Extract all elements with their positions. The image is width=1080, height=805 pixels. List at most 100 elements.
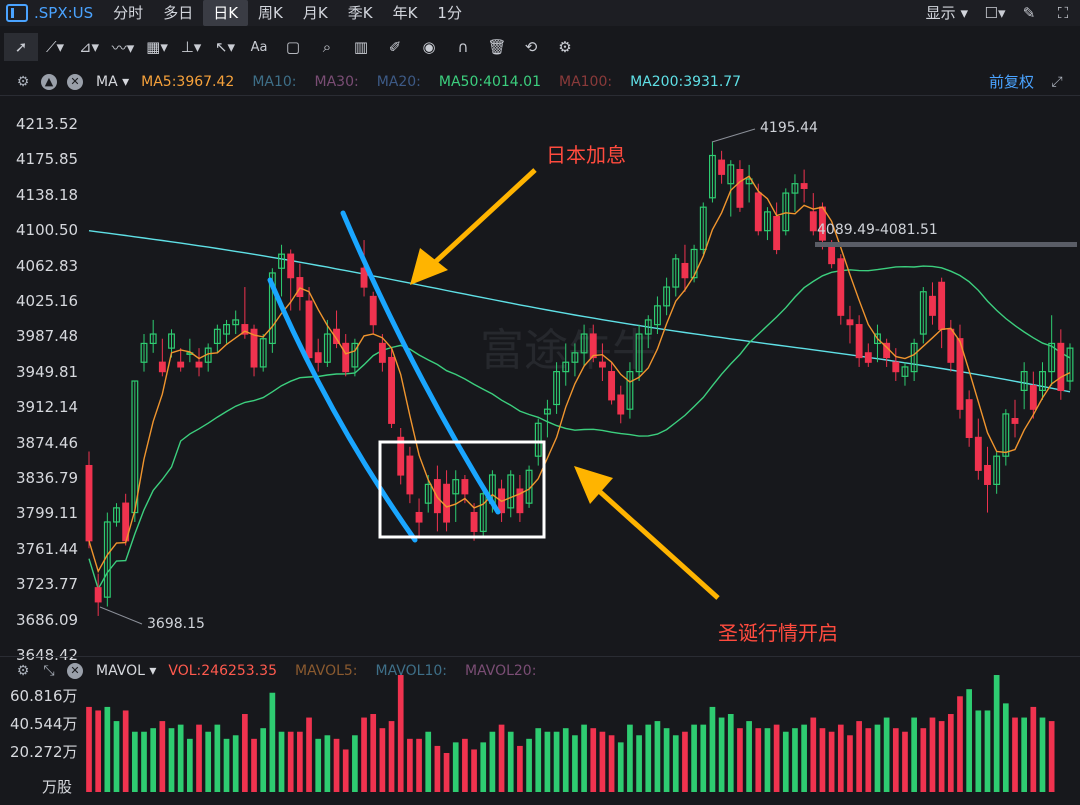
- volume-bar: [773, 724, 780, 792]
- close-icon[interactable]: ✕: [62, 662, 88, 679]
- vol-value-3: MAVOL20:: [464, 662, 537, 679]
- collapse-icon[interactable]: ▲: [36, 73, 62, 90]
- fullscreen-icon[interactable]: ⛶: [1057, 4, 1069, 22]
- price-tick-3: 4100.50: [16, 221, 79, 240]
- settings-icon[interactable]: ⚙: [558, 38, 572, 56]
- volume-bar: [361, 717, 367, 792]
- volume-bar: [883, 717, 890, 792]
- arrow-tool-icon[interactable]: ↖▾: [214, 38, 236, 56]
- cursor-icon[interactable]: ➚: [4, 33, 38, 61]
- volume-bar: [443, 753, 450, 792]
- candle-body: [461, 479, 469, 495]
- volume-tick-2: 20.272万: [10, 743, 78, 761]
- trend-line-right: [340, 210, 501, 515]
- volume-bar: [892, 728, 899, 792]
- arrow-hike-shaft: [430, 168, 537, 267]
- volume-bar: [700, 724, 707, 792]
- period-tabs: 分时 多日 日K 周K 月K 季K 年K 1分: [103, 0, 472, 26]
- tab-1[interactable]: 多日: [163, 4, 194, 22]
- gear-icon[interactable]: ⚙: [16, 73, 30, 90]
- candle-body: [773, 215, 781, 251]
- volume-bar: [242, 714, 248, 792]
- high-price-label: 4195.44: [760, 120, 818, 136]
- wave-tool-icon[interactable]: 〰▾: [111, 38, 135, 57]
- search-icon[interactable]: ⌕: [322, 38, 332, 56]
- axis-settings-icon[interactable]: ⤢: [1051, 73, 1063, 90]
- volume-bar: [434, 745, 441, 792]
- ma5-path: [88, 175, 1071, 574]
- tab-0[interactable]: 分时: [113, 4, 144, 22]
- tab-4[interactable]: 月K: [302, 4, 328, 22]
- display-menu[interactable]: 显示 ▾: [925, 4, 968, 22]
- volume-bar: [452, 742, 459, 792]
- volume-bar: [352, 735, 358, 792]
- volume-bar: [95, 710, 102, 792]
- candle-body: [287, 253, 295, 279]
- volume-unit: 万股: [42, 778, 73, 796]
- volume-bar: [801, 724, 807, 792]
- candle-body: [782, 192, 790, 232]
- eye-icon[interactable]: ◉: [422, 38, 436, 56]
- comment-icon[interactable]: ▢: [285, 38, 301, 56]
- volume-bar: [462, 738, 468, 792]
- magnet-icon[interactable]: ∩: [457, 38, 469, 56]
- volume-bar: [581, 724, 587, 792]
- candle-body: [333, 328, 340, 345]
- brush-icon[interactable]: ✎: [1022, 4, 1036, 22]
- candle-body: [809, 211, 817, 232]
- candle-body: [195, 361, 203, 368]
- candle-body: [415, 511, 423, 523]
- gear-icon[interactable]: ⚙: [16, 662, 30, 679]
- sync-icon[interactable]: ⟲: [524, 38, 538, 56]
- volume-bar: [122, 710, 129, 792]
- ma-selector[interactable]: MA ▾: [96, 73, 130, 90]
- candle-body: [149, 333, 157, 345]
- volume-bar: [544, 731, 551, 792]
- volume-bar: [1012, 717, 1018, 792]
- volume-bar: [306, 717, 312, 792]
- candle-body: [388, 356, 395, 424]
- volume-bar: [792, 728, 798, 792]
- candle-body: [562, 361, 570, 373]
- candle-body: [94, 587, 102, 603]
- volume-bar: [315, 738, 322, 792]
- candle-body: [892, 361, 900, 373]
- close-icon[interactable]: ✕: [62, 73, 88, 90]
- panel-toggle-icon[interactable]: [6, 4, 28, 22]
- fib-tool-icon[interactable]: ▦▾: [146, 38, 168, 56]
- tab-7[interactable]: 1分: [437, 4, 462, 22]
- ma-values: MA5:3967.42 MA10: MA30: MA20: MA50:4014.01 MA…: [141, 74, 759, 90]
- candle-body: [589, 333, 597, 359]
- volume-bar: [397, 675, 404, 792]
- measure-tool-icon[interactable]: ⊥▾: [180, 38, 202, 56]
- trash-icon[interactable]: 🗑: [487, 38, 507, 56]
- pen-icon[interactable]: ✐: [388, 38, 402, 56]
- candle-body: [653, 305, 661, 326]
- layout-checkbox-icon[interactable]: ☐▾: [984, 4, 1006, 22]
- tab-5[interactable]: 季K: [347, 4, 373, 22]
- vol-value-2: MAVOL10:: [375, 662, 447, 679]
- candle-body: [690, 248, 698, 279]
- tab-3[interactable]: 周K: [258, 4, 283, 22]
- mavol-selector[interactable]: MAVOL ▾: [96, 662, 157, 679]
- candle-body: [993, 455, 1001, 485]
- line-tool-icon[interactable]: ⟋▾: [45, 38, 65, 56]
- adjust-label[interactable]: 前复权: [988, 73, 1034, 91]
- expand-icon[interactable]: ⤡: [43, 662, 55, 679]
- tab-6[interactable]: 年K: [392, 4, 418, 22]
- symbol-label[interactable]: .SPX:US: [34, 4, 94, 22]
- indicator-icon[interactable]: ▥: [353, 38, 369, 56]
- tab-2[interactable]: 日K: [203, 0, 249, 26]
- price-tick-6: 3987.48: [16, 327, 79, 346]
- candle-body: [314, 352, 322, 363]
- volume-bar: [682, 731, 688, 792]
- volume-bar: [920, 728, 927, 792]
- volume-bar: [645, 724, 652, 792]
- volume-bar: [388, 721, 395, 792]
- volume-bar: [1039, 717, 1046, 792]
- candle-body: [213, 328, 221, 345]
- candle-body: [727, 164, 735, 185]
- text-tool-icon[interactable]: Aa: [250, 39, 268, 55]
- channel-tool-icon[interactable]: ⊿▾: [78, 38, 100, 56]
